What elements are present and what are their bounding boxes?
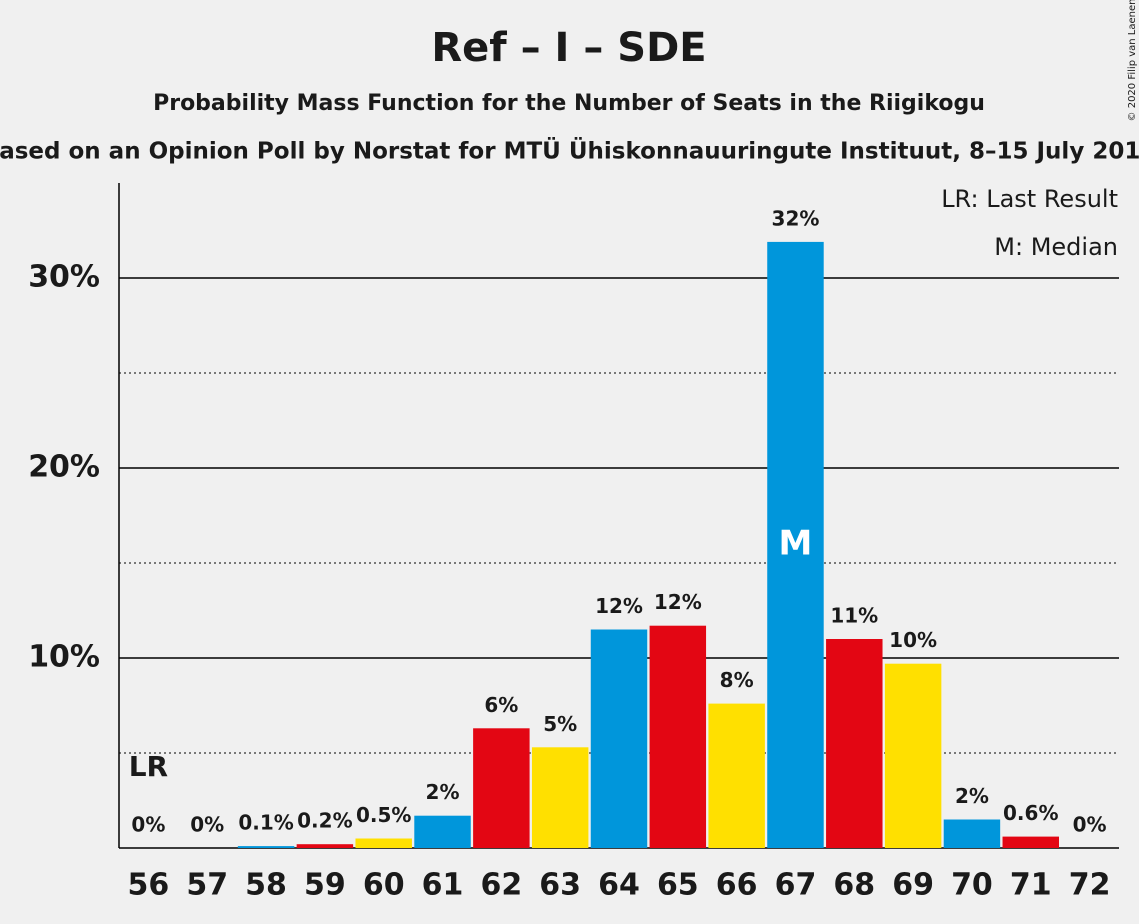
value-label: 12% <box>654 590 702 614</box>
x-tick-label: 62 <box>480 868 522 903</box>
bar <box>237 846 295 848</box>
x-tick-label: 59 <box>304 868 346 903</box>
chart-subtitle: Based on an Opinion Poll by Norstat for … <box>0 137 1139 165</box>
value-label: 32% <box>772 206 820 230</box>
value-label: 0% <box>1073 813 1107 837</box>
value-label: 0.2% <box>297 809 352 833</box>
chart-title: Ref – I – SDE <box>431 25 706 71</box>
bar <box>531 747 589 848</box>
x-tick-label: 65 <box>657 868 699 903</box>
x-tick-label: 61 <box>422 868 464 903</box>
bar <box>296 844 354 848</box>
copyright: © 2020 Filip van Laenen <box>1127 0 1138 121</box>
value-label: 11% <box>830 604 878 628</box>
value-label: 2% <box>955 784 989 808</box>
bar <box>943 819 1001 848</box>
last-result-marker: LR <box>129 750 168 783</box>
legend-entry: LR: Last Result <box>941 185 1118 213</box>
bar <box>590 629 648 848</box>
bar <box>767 241 824 848</box>
x-tick-label: 67 <box>775 868 817 903</box>
bar <box>649 625 707 848</box>
value-label: 10% <box>889 628 937 652</box>
value-label: 6% <box>484 693 518 717</box>
value-label: 8% <box>720 668 754 692</box>
bar <box>1002 836 1059 848</box>
x-tick-label: 69 <box>892 868 934 903</box>
value-label: 0.1% <box>238 811 293 835</box>
bar <box>708 703 765 848</box>
bar <box>826 639 883 848</box>
bar <box>473 728 530 848</box>
value-label: 2% <box>426 780 460 804</box>
x-tick-label: 60 <box>363 868 405 903</box>
y-tick-label: 20% <box>28 450 100 485</box>
bar <box>355 838 412 848</box>
value-label: 0.6% <box>1003 801 1058 825</box>
median-marker: M <box>779 523 813 563</box>
x-tick-label: 58 <box>245 868 287 903</box>
value-label: 0% <box>131 813 165 837</box>
x-tick-label: 66 <box>716 868 758 903</box>
value-label: 12% <box>595 594 643 618</box>
x-tick-label: 64 <box>598 868 640 903</box>
x-tick-label: 72 <box>1069 868 1111 903</box>
legend-entry: M: Median <box>994 233 1118 261</box>
x-tick-label: 68 <box>833 868 875 903</box>
x-tick-label: 56 <box>128 868 170 903</box>
value-label: 5% <box>543 712 577 736</box>
bar <box>884 663 942 848</box>
x-tick-label: 63 <box>539 868 581 903</box>
x-tick-label: 57 <box>186 868 228 903</box>
chart-subtitle: Probability Mass Function for the Number… <box>153 91 985 116</box>
value-label: 0% <box>190 813 224 837</box>
value-label: 0.5% <box>356 803 411 827</box>
y-tick-label: 10% <box>28 640 100 675</box>
x-tick-label: 71 <box>1010 868 1052 903</box>
bar <box>414 815 471 848</box>
y-tick-label: 30% <box>28 260 100 295</box>
x-tick-label: 70 <box>951 868 993 903</box>
